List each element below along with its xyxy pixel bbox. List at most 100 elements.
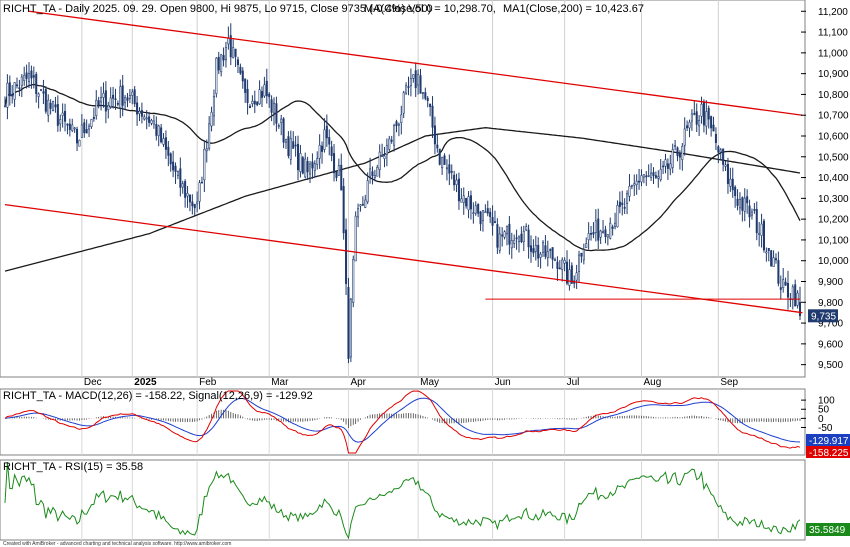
candle-body (152, 120, 155, 125)
candle-body (251, 100, 254, 104)
candle-body (176, 171, 179, 176)
candle-body (400, 114, 403, 124)
candle-body (767, 247, 770, 251)
candle-body (232, 47, 235, 59)
candle-body (758, 232, 761, 235)
candle-body (234, 48, 237, 57)
candle-body (438, 148, 441, 165)
candle-body (208, 123, 211, 149)
candle-body (138, 110, 141, 114)
candle-body (258, 89, 261, 105)
y-tick-label: 11,200 (818, 7, 848, 18)
candle-body (222, 55, 225, 61)
candle-body (390, 139, 393, 142)
candle-body (467, 196, 470, 211)
candle-body (200, 181, 203, 184)
candle-body (121, 85, 124, 106)
candle-body (505, 225, 508, 235)
y-tick-label: 10,400 (818, 173, 849, 184)
candle-body (212, 96, 215, 117)
candle-body (657, 176, 660, 179)
candle-body (157, 125, 160, 137)
candle-body (186, 192, 189, 197)
candle-body (198, 182, 201, 202)
candle-body (304, 158, 307, 178)
ma50-legend: MA(Close,50) = 10,298.70, (364, 3, 496, 15)
candle-body (92, 116, 95, 119)
candle-body (551, 247, 554, 260)
candle-body (191, 201, 194, 207)
candle-body (448, 164, 451, 174)
macd-y-tick-label: 0 (818, 414, 824, 425)
candle-body (260, 91, 264, 98)
candle-body (481, 210, 484, 221)
candle-body (35, 73, 38, 94)
candle-body (630, 184, 633, 187)
candle-body (544, 245, 547, 257)
candle-body (556, 261, 559, 269)
candle-body (376, 166, 379, 177)
macd-line (4, 390, 801, 454)
y-tick-label: 9,600 (818, 339, 843, 350)
candle-body (80, 124, 83, 138)
candle-body (664, 159, 667, 167)
candle-body (88, 125, 91, 130)
ma200-line (4, 127, 801, 272)
candle-body (361, 203, 364, 206)
candle-body (188, 194, 191, 203)
candle-body (13, 82, 16, 100)
candle-body (618, 201, 621, 207)
candle-body (378, 151, 381, 170)
candle-body (311, 161, 314, 169)
y-tick-label: 10,100 (818, 235, 849, 246)
candle-body (469, 195, 472, 210)
candle-body (683, 128, 686, 146)
candle-body (738, 198, 741, 209)
candle-body (717, 146, 720, 153)
candle-body (294, 144, 297, 147)
candle-body (698, 120, 701, 127)
candle-body (549, 249, 552, 251)
candle-body (116, 103, 119, 105)
candle-body (726, 163, 729, 184)
candle-body (534, 244, 537, 252)
candle-body (90, 119, 93, 127)
candle-body (669, 163, 672, 170)
candle-body (104, 90, 107, 112)
candle-body (515, 237, 518, 240)
candle-body (650, 172, 653, 178)
candle-body (160, 127, 163, 143)
candle-body (241, 70, 244, 82)
candle-body (167, 146, 170, 156)
candle-body (765, 251, 768, 254)
last-price-badge-text: 9,735 (811, 311, 836, 322)
macd-y-tick-label: 50 (818, 405, 830, 416)
candle-body (628, 185, 631, 197)
candle-body (702, 101, 705, 126)
candle-body (8, 82, 11, 97)
candle-body (289, 138, 292, 160)
candle-body (426, 98, 429, 101)
x-tick-label: May (420, 377, 439, 388)
candle-body (364, 199, 367, 208)
candle-body (100, 97, 103, 103)
candle-body (623, 207, 626, 209)
candle-body (566, 261, 569, 284)
signal-badge-box (806, 434, 850, 446)
candle-body (11, 93, 14, 97)
price-title: RICHT_TA - Daily 2025. 09. 29. Open 9800… (3, 3, 433, 15)
price-panel: 9,500 9,600 9,700 9,800 9,900 10,000 10,100 10,… (0, 0, 849, 388)
candle-body (371, 171, 374, 177)
candle-body (112, 94, 115, 99)
candle-body (431, 105, 434, 128)
candle-body (508, 223, 511, 245)
candle-body (424, 92, 427, 99)
candle-body (517, 236, 521, 243)
candle-body (421, 92, 424, 94)
candle-body (748, 205, 751, 218)
candle-body (477, 204, 480, 214)
candle-body (210, 111, 213, 127)
candle-body (397, 123, 400, 126)
x-tick-label: Dec (84, 377, 102, 388)
candle-body (724, 164, 727, 167)
